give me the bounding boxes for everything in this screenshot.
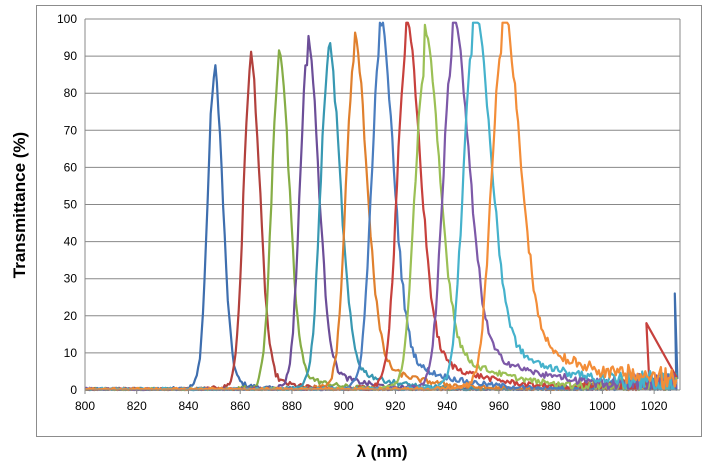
x-tick-label: 1020 [641,399,668,413]
x-tick-label: 880 [282,399,302,413]
y-tick-label: 40 [64,235,78,249]
x-tick-label: 940 [437,399,457,413]
y-tick-label: 50 [64,198,78,212]
series-layer [84,21,679,392]
x-tick-label: 820 [127,399,147,413]
y-tick-label: 0 [70,383,77,397]
series-line-1 [84,64,679,392]
y-tick-label: 100 [57,12,77,26]
series-line-6 [84,31,677,392]
x-tick-label: 920 [385,399,405,413]
x-axis-title: λ (nm) [357,442,408,461]
y-tick-label: 90 [64,49,78,63]
y-tick-label: 80 [64,86,78,100]
y-tick-label: 30 [64,272,78,286]
y-tick-label: 70 [64,123,78,137]
y-tick-label: 20 [64,309,78,323]
axes [84,19,681,394]
series-line-2 [84,50,678,392]
x-tick-label: 900 [334,399,354,413]
y-tick-label: 10 [64,346,78,360]
x-tick-label: 980 [541,399,561,413]
y-tick-label: 60 [64,160,78,174]
x-tick-label: 1000 [589,399,616,413]
series-line-3 [84,49,678,392]
x-tick-label: 800 [75,399,95,413]
chart-frame [36,5,702,437]
y-axis-title: Transmittance (%) [10,132,29,278]
series-line-4 [84,34,678,392]
series-line-12 [84,21,678,392]
x-tick-label: 860 [230,399,250,413]
series-line-5 [84,41,678,392]
x-tick-label: 960 [489,399,509,413]
x-tick-label: 840 [178,399,198,413]
